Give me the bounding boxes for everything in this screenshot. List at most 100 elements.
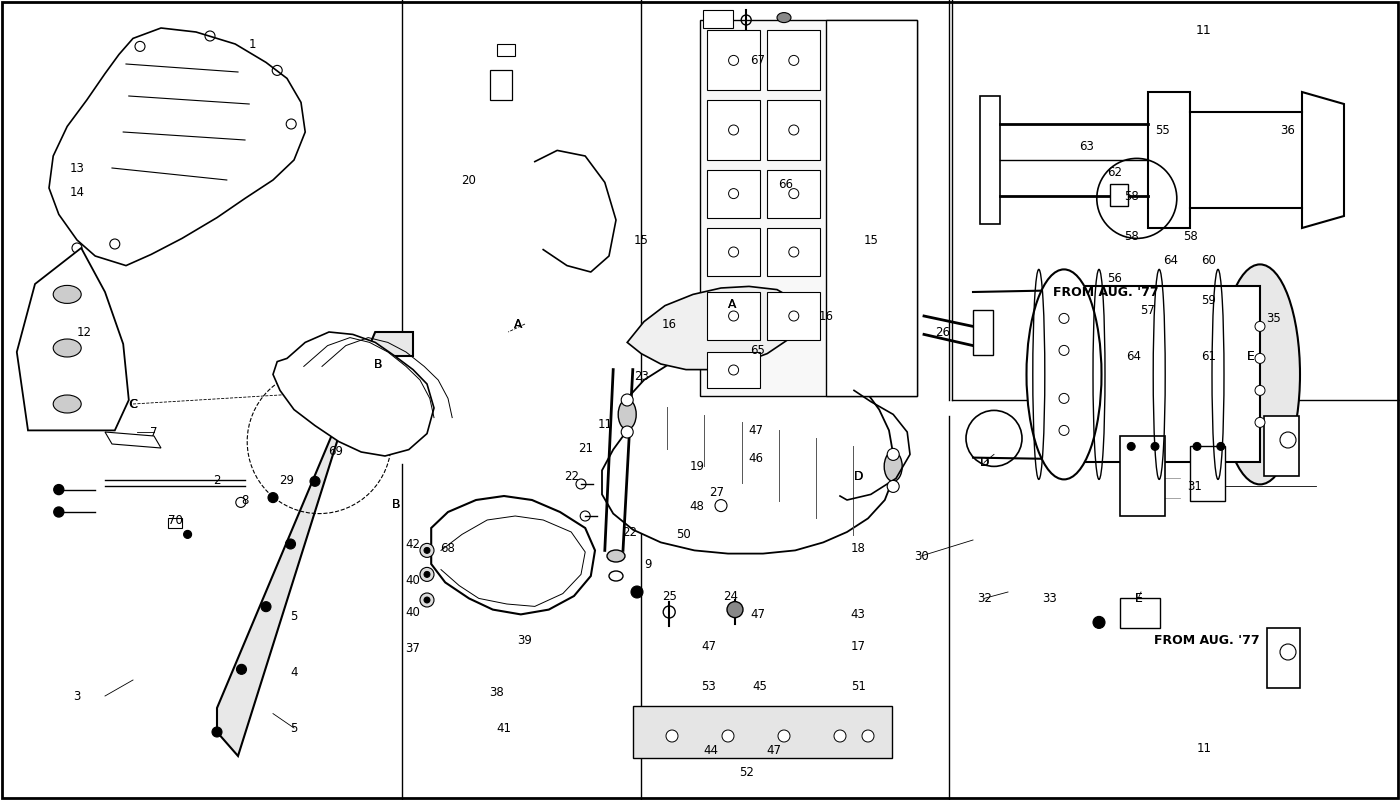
Text: 64: 64 — [1127, 350, 1141, 362]
Circle shape — [211, 727, 223, 737]
Bar — [767, 292, 820, 340]
Text: 8: 8 — [241, 494, 249, 506]
Text: B: B — [374, 358, 382, 370]
Text: 21: 21 — [578, 442, 592, 454]
Text: 33: 33 — [1043, 592, 1057, 605]
Bar — [168, 518, 182, 528]
Circle shape — [1254, 386, 1266, 395]
Bar — [707, 292, 760, 340]
Circle shape — [286, 539, 295, 549]
Circle shape — [778, 730, 790, 742]
Text: 68: 68 — [441, 542, 455, 554]
Circle shape — [53, 507, 64, 517]
Bar — [707, 228, 760, 276]
Circle shape — [834, 730, 846, 742]
Circle shape — [335, 414, 344, 424]
Text: 15: 15 — [864, 234, 878, 246]
Text: 22: 22 — [564, 470, 578, 482]
Polygon shape — [431, 496, 595, 614]
Text: 41: 41 — [497, 722, 511, 734]
Text: 46: 46 — [749, 452, 763, 465]
Bar — [1267, 628, 1301, 688]
Text: 5: 5 — [290, 610, 298, 622]
Circle shape — [888, 448, 899, 460]
Text: 2: 2 — [213, 474, 221, 486]
Text: D: D — [854, 470, 862, 482]
Text: D: D — [980, 456, 988, 469]
Bar — [490, 70, 512, 100]
Circle shape — [1254, 354, 1266, 363]
Text: A: A — [514, 318, 522, 330]
Text: 69: 69 — [329, 446, 343, 458]
Text: 48: 48 — [690, 500, 704, 513]
Text: 59: 59 — [1201, 294, 1215, 306]
Text: 45: 45 — [753, 680, 767, 693]
Text: FROM AUG. '77: FROM AUG. '77 — [1053, 286, 1159, 298]
Circle shape — [1217, 442, 1225, 450]
Text: 22: 22 — [623, 526, 637, 538]
Bar — [1120, 598, 1161, 629]
Text: 26: 26 — [935, 326, 949, 338]
Text: 13: 13 — [70, 162, 84, 174]
Text: B: B — [392, 498, 400, 510]
Text: 44: 44 — [704, 744, 718, 757]
Circle shape — [260, 602, 272, 612]
Bar — [703, 10, 732, 27]
Bar — [767, 30, 820, 90]
Text: 29: 29 — [280, 474, 294, 486]
Text: B: B — [392, 498, 400, 510]
Circle shape — [1058, 314, 1070, 323]
Text: 43: 43 — [851, 608, 865, 621]
Text: 16: 16 — [819, 310, 833, 322]
Circle shape — [1151, 442, 1159, 450]
Circle shape — [53, 485, 64, 494]
Text: 38: 38 — [490, 686, 504, 698]
Circle shape — [1058, 394, 1070, 403]
Circle shape — [1193, 442, 1201, 450]
Text: 39: 39 — [518, 634, 532, 646]
Ellipse shape — [1219, 265, 1301, 485]
Circle shape — [1127, 442, 1135, 450]
Text: 37: 37 — [406, 642, 420, 654]
Circle shape — [420, 593, 434, 607]
Bar — [767, 170, 820, 218]
Bar — [707, 100, 760, 160]
Text: 32: 32 — [977, 592, 991, 605]
Text: 11: 11 — [598, 418, 612, 430]
Bar — [973, 310, 993, 355]
Text: 4: 4 — [290, 666, 298, 678]
Text: 36: 36 — [1281, 124, 1295, 137]
Circle shape — [267, 493, 279, 502]
Bar — [1110, 184, 1128, 206]
Text: 1: 1 — [248, 38, 256, 50]
Text: 67: 67 — [750, 54, 764, 66]
Text: 55: 55 — [1155, 124, 1169, 137]
Polygon shape — [49, 28, 305, 266]
Text: E: E — [1134, 592, 1142, 605]
Ellipse shape — [777, 13, 791, 22]
Circle shape — [237, 664, 246, 674]
Circle shape — [622, 394, 633, 406]
Text: 31: 31 — [1187, 480, 1201, 493]
Text: 3: 3 — [73, 690, 81, 702]
Text: 58: 58 — [1183, 230, 1197, 242]
Ellipse shape — [619, 399, 636, 430]
Circle shape — [1254, 322, 1266, 331]
Circle shape — [424, 597, 430, 603]
Polygon shape — [273, 332, 434, 456]
Ellipse shape — [1026, 270, 1102, 479]
Text: 16: 16 — [662, 318, 676, 330]
Circle shape — [183, 530, 192, 538]
Circle shape — [420, 567, 434, 582]
Bar — [700, 20, 917, 396]
Polygon shape — [627, 286, 801, 370]
Text: E: E — [1246, 350, 1254, 362]
Text: 20: 20 — [462, 174, 476, 186]
Text: 19: 19 — [690, 460, 704, 473]
Bar — [707, 352, 760, 388]
Text: 70: 70 — [168, 514, 182, 526]
Text: 15: 15 — [634, 234, 648, 246]
Text: 50: 50 — [676, 528, 690, 541]
Text: 66: 66 — [778, 178, 792, 190]
Circle shape — [1058, 426, 1070, 435]
